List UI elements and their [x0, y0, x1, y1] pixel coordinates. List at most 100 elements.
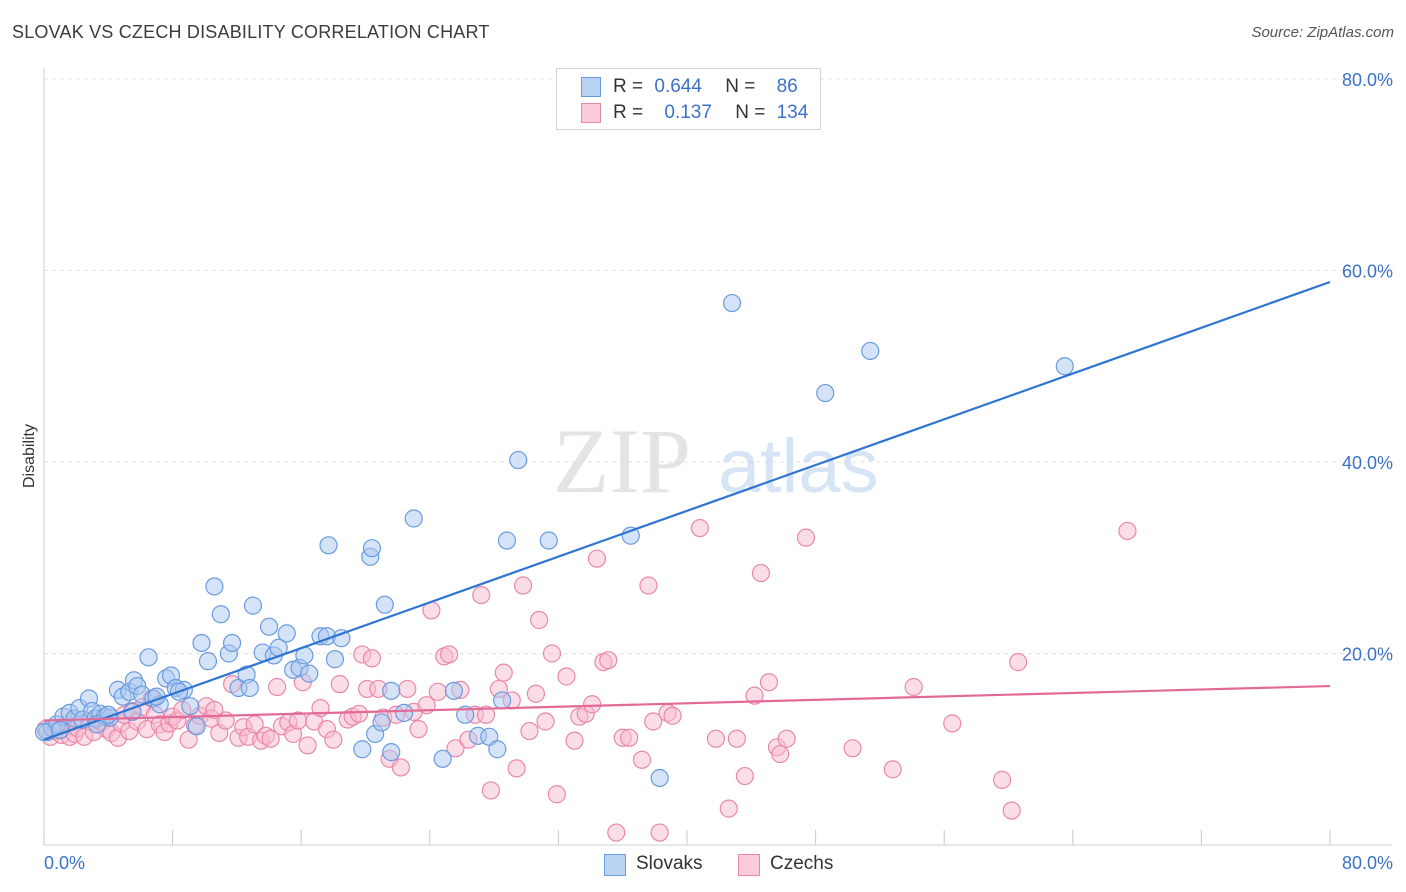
chart-title: SLOVAK VS CZECH DISABILITY CORRELATION C…	[12, 22, 490, 42]
slovak-point	[404, 509, 423, 528]
slovak-point	[187, 717, 206, 736]
trend-lines	[43, 280, 1331, 741]
czech-point	[542, 644, 562, 663]
czech-point	[759, 673, 779, 692]
czech-point	[843, 739, 862, 758]
czech-point	[324, 730, 343, 749]
czech-point	[362, 649, 382, 668]
slovaks-legend-label: Slovaks	[636, 853, 703, 874]
slovak-point	[509, 450, 528, 470]
czech-point	[409, 720, 428, 739]
czech-point	[513, 576, 533, 595]
czech-point	[650, 823, 669, 842]
slovak-point	[181, 697, 200, 716]
slovak-point	[456, 705, 475, 724]
czech-point	[267, 677, 287, 697]
slovaks-trend-line	[43, 280, 1331, 741]
slovak-point	[325, 650, 345, 669]
czech-point	[530, 610, 549, 630]
slovak-point	[139, 648, 158, 667]
czech-point	[639, 576, 658, 595]
czech-point	[494, 663, 513, 682]
slovak-point	[332, 629, 351, 648]
axes	[43, 68, 1392, 846]
slovak-point	[259, 617, 279, 636]
slovak-point	[362, 539, 382, 558]
r-label: R =	[613, 76, 644, 97]
r-value-slovaks: 0.644	[654, 76, 702, 97]
slovak-point	[240, 678, 259, 698]
slovak-point	[372, 713, 391, 732]
gridlines	[44, 78, 1392, 654]
stats-legend: R = 0.644 N = 86 R = 0.137 N = 134	[556, 68, 821, 130]
czech-point	[751, 563, 771, 583]
y-axis-label: Disability	[21, 424, 38, 488]
slovak-point	[650, 768, 669, 788]
czech-point	[261, 729, 280, 748]
czech-point	[507, 759, 526, 778]
slovak-point	[493, 691, 512, 710]
czech-point	[632, 750, 652, 769]
czech-point	[796, 528, 816, 547]
czech-point	[620, 728, 639, 747]
czech-point	[205, 700, 224, 720]
slovaks-points	[34, 293, 1074, 788]
slovak-point	[205, 577, 224, 596]
czech-point	[587, 549, 607, 568]
czech-point	[398, 679, 417, 699]
slovak-point	[198, 652, 218, 671]
czech-point	[777, 729, 796, 748]
czech-point	[349, 704, 369, 723]
czech-point	[547, 785, 566, 804]
czech-point	[520, 721, 539, 741]
tick-labels: 20.0% 40.0% 60.0% 80.0% 0.0% 80.0%	[44, 70, 1393, 873]
czech-point	[690, 518, 709, 538]
r-label: R =	[613, 102, 644, 123]
slovaks-legend-swatch	[604, 854, 626, 876]
slovak-point	[382, 681, 401, 700]
slovak-point	[1055, 357, 1074, 376]
n-label: N =	[725, 76, 756, 97]
czech-point	[745, 686, 764, 705]
slovak-point	[497, 531, 517, 550]
slovak-point	[211, 605, 230, 624]
czech-point	[663, 706, 682, 725]
x-tick-label: 80.0%	[1342, 853, 1393, 873]
watermark: ZIP atlas	[553, 410, 879, 512]
czech-point	[1002, 801, 1021, 820]
n-value-slovaks: 86	[776, 76, 798, 97]
czech-point	[476, 705, 496, 724]
slovak-point	[382, 743, 401, 762]
slovak-point	[300, 664, 319, 683]
x-tick-label: 0.0%	[44, 853, 85, 873]
slovak-point	[861, 341, 880, 361]
czech-point	[330, 675, 349, 694]
czech-point	[607, 823, 626, 842]
watermark-zip: ZIP	[553, 410, 691, 512]
czechs-points	[36, 518, 1137, 842]
source-credit: Source: ZipAtlas.com	[1251, 24, 1394, 41]
czech-point	[557, 667, 576, 686]
czech-point	[565, 731, 584, 750]
slovak-point	[243, 596, 263, 615]
n-value-czechs: 134	[776, 102, 809, 123]
czech-point	[599, 651, 618, 670]
czech-point	[526, 684, 545, 703]
czech-point	[536, 712, 555, 731]
czech-point	[428, 682, 447, 701]
watermark-atlas: atlas	[718, 424, 879, 509]
czech-point	[481, 781, 500, 800]
legend-row-czechs-text: R = 0.137 N = 134	[613, 102, 808, 124]
slovak-point	[375, 595, 394, 614]
czech-point	[735, 766, 754, 786]
slovak-point	[433, 749, 452, 768]
slovak-point	[394, 703, 414, 722]
legend-row-slovaks-text: R = 0.644 N = 86	[613, 76, 798, 98]
slovak-point	[353, 740, 372, 759]
czechs-legend-swatch	[738, 854, 760, 876]
y-tick-label: 40.0%	[1342, 453, 1393, 473]
czech-point	[943, 714, 962, 733]
czech-point	[719, 799, 738, 818]
czechs-swatch	[581, 103, 601, 123]
